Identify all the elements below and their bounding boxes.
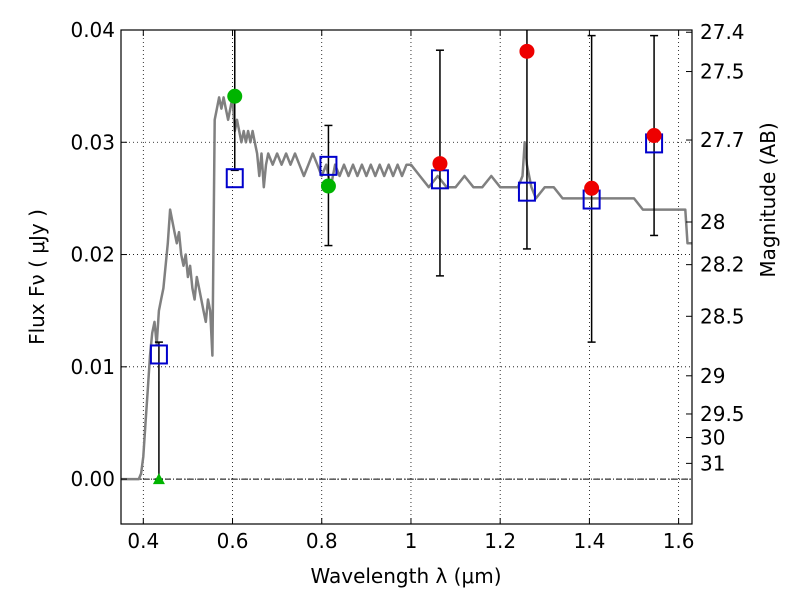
x-axis-label: Wavelength λ (μm) [310, 564, 501, 588]
plot-frame [120, 29, 693, 525]
plot-area [121, 30, 692, 485]
model-flux-square [319, 155, 338, 176]
model-flux-square [225, 168, 244, 189]
x-tick-label: 1.2 [484, 529, 516, 553]
mag-tick-label: 30 [700, 426, 725, 450]
observed-flux-point [227, 88, 243, 104]
y-axis-label-left: Flux Fν ( μJy ) [25, 209, 49, 345]
x-tick-label: 1.6 [663, 529, 695, 553]
plot-background [121, 30, 692, 524]
upper-limit-triangle [152, 473, 165, 485]
x-axis-ticks: 0.4 0.6 0.8 1 1.2 1.4 1.6 [127, 30, 695, 553]
observed-flux-point [519, 43, 535, 59]
y-axis-ticks: 0.00 0.01 0.02 0.03 0.04 [70, 18, 127, 491]
mag-tick-label: 27.4 [700, 20, 745, 44]
observed-flux-point [432, 156, 448, 172]
mag-tick-label: 31 [700, 451, 725, 475]
mag-tick-label: 27.5 [700, 60, 745, 84]
model-flux-square [149, 344, 168, 365]
x-tick-label: 1.4 [573, 529, 605, 553]
x-tick-label: 1 [405, 529, 418, 553]
observed-flux-point [646, 128, 662, 144]
observed-flux-point [584, 180, 600, 196]
y-tick-label: 0.00 [70, 467, 115, 491]
mag-tick-label: 28.5 [700, 304, 745, 328]
mag-tick-label: 27.7 [700, 128, 745, 152]
mag-tick-label: 29 [700, 364, 725, 388]
observed-flux-point [320, 178, 336, 194]
x-tick-label: 0.6 [217, 529, 249, 553]
mag-tick-label: 29.5 [700, 402, 745, 426]
y-tick-label: 0.02 [70, 243, 115, 267]
model-flux-square [517, 181, 536, 202]
x-tick-label: 0.4 [127, 529, 159, 553]
y-axis-label-right: Magnitude (AB) [756, 122, 780, 277]
y-tick-label: 0.04 [70, 18, 115, 42]
sed-model-line [121, 96, 692, 481]
x-tick-label: 0.8 [306, 529, 338, 553]
y-tick-label: 0.03 [70, 130, 115, 154]
mag-tick-label: 28.2 [700, 253, 745, 277]
mag-tick-label: 28 [700, 210, 725, 234]
y-tick-label: 0.01 [70, 355, 115, 379]
